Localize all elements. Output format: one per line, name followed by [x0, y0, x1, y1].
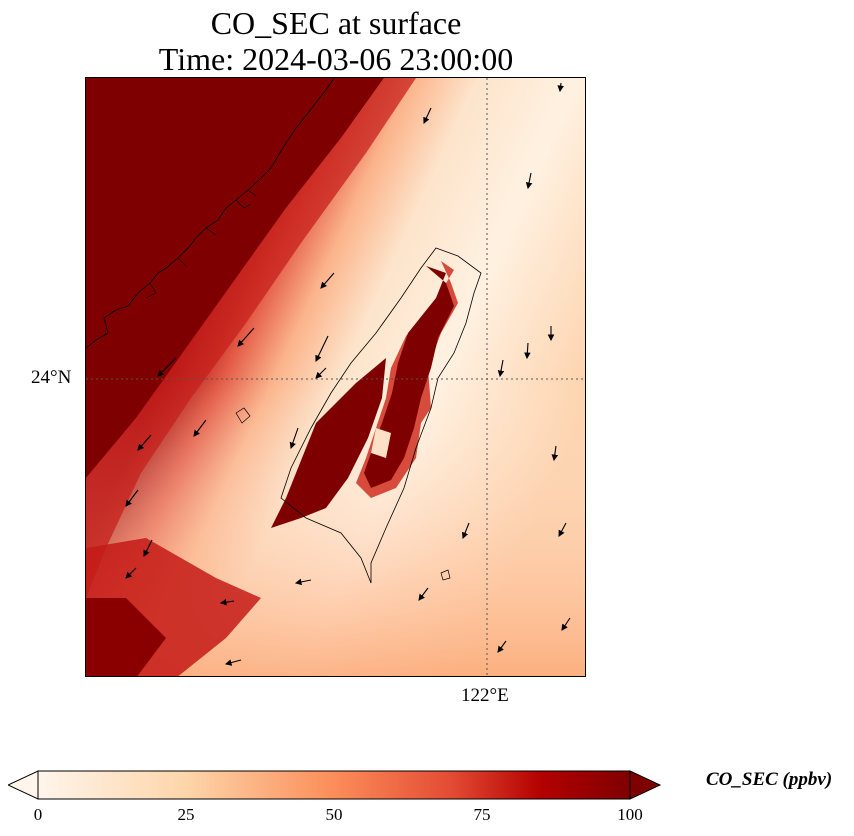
map-title-line1: CO_SEC at surface [210, 5, 462, 41]
map-title-line2: Time: 2024-03-06 23:00:00 [158, 41, 514, 77]
colorbar-tick-50: 50 [325, 805, 343, 824]
colorbar-label: CO_SEC (ppbv) [706, 769, 833, 790]
coastline-inlets [145, 189, 257, 299]
co-plume-saturated [86, 78, 384, 478]
co-island-gap [371, 428, 391, 458]
map-canvas [86, 78, 585, 676]
coastline-taiwan [280, 247, 482, 584]
colorbar-tick-25: 25 [177, 805, 195, 824]
colorbar [6, 768, 664, 802]
co-island-west-core [271, 358, 386, 528]
colorbar-tick-0: 0 [33, 805, 43, 824]
colorbar-gradient [37, 770, 631, 800]
colorbar-tick-75: 75 [473, 805, 491, 824]
colorbar-min-extend [6, 770, 39, 800]
wind-vectors [125, 82, 571, 666]
latitude-tick-label: 24°N [31, 367, 72, 388]
longitude-tick-label: 122°E [461, 685, 509, 706]
map-panel [85, 77, 586, 677]
colorbar-max-extend [629, 770, 662, 800]
coastline-penghu [235, 407, 251, 424]
coastline-orchid-island [440, 569, 451, 581]
colorbar-tick-100: 100 [617, 805, 643, 824]
co-plume-southwest-core [86, 598, 166, 676]
